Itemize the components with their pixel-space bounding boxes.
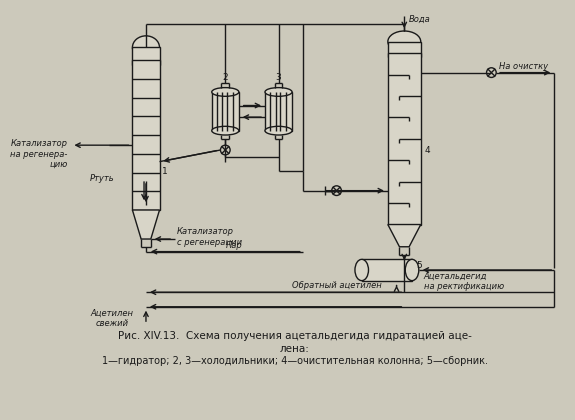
Bar xyxy=(132,60,159,210)
Text: 1—гидратор; 2, 3—холодильники; 4—очистительная колонна; 5—сборник.: 1—гидратор; 2, 3—холодильники; 4—очистит… xyxy=(102,356,488,366)
Ellipse shape xyxy=(212,88,239,96)
Text: Ацетальдегид
на ректификацию: Ацетальдегид на ректификацию xyxy=(424,272,504,291)
Bar xyxy=(212,92,239,131)
Ellipse shape xyxy=(265,126,292,135)
Text: лена:: лена: xyxy=(280,344,310,354)
Bar xyxy=(132,47,159,65)
Text: Ацетилен
свежий: Ацетилен свежий xyxy=(91,309,133,328)
Circle shape xyxy=(332,186,342,195)
Ellipse shape xyxy=(355,259,369,281)
Text: 3: 3 xyxy=(275,73,281,82)
Bar xyxy=(388,53,421,225)
Text: Обратный ацетилен: Обратный ацетилен xyxy=(292,281,381,290)
Bar xyxy=(388,42,421,57)
Ellipse shape xyxy=(265,88,292,96)
Ellipse shape xyxy=(388,31,421,52)
Circle shape xyxy=(486,68,496,77)
Text: Катализатор
с регенерации: Катализатор с регенерации xyxy=(177,227,242,247)
Text: Пар: Пар xyxy=(225,241,242,249)
Text: 2: 2 xyxy=(223,73,228,82)
Text: 4: 4 xyxy=(424,145,430,155)
Text: Катализатор
на регенера-
цию: Катализатор на регенера- цию xyxy=(10,139,68,169)
Bar xyxy=(265,92,292,131)
Text: 5: 5 xyxy=(416,261,421,270)
Bar xyxy=(362,259,412,281)
Polygon shape xyxy=(132,210,159,239)
Text: 1: 1 xyxy=(162,167,168,176)
Ellipse shape xyxy=(405,259,419,281)
Text: На очистку: На очистку xyxy=(499,62,548,71)
Text: Рис. XIV.13.  Схема получения ацетальдегида гидратацией аце-: Рис. XIV.13. Схема получения ацетальдеги… xyxy=(118,331,472,341)
Ellipse shape xyxy=(212,126,239,135)
Polygon shape xyxy=(388,225,421,247)
Text: Вода: Вода xyxy=(409,15,431,24)
Text: Ртуть: Ртуть xyxy=(90,174,114,183)
Ellipse shape xyxy=(132,36,159,59)
Circle shape xyxy=(220,145,230,155)
